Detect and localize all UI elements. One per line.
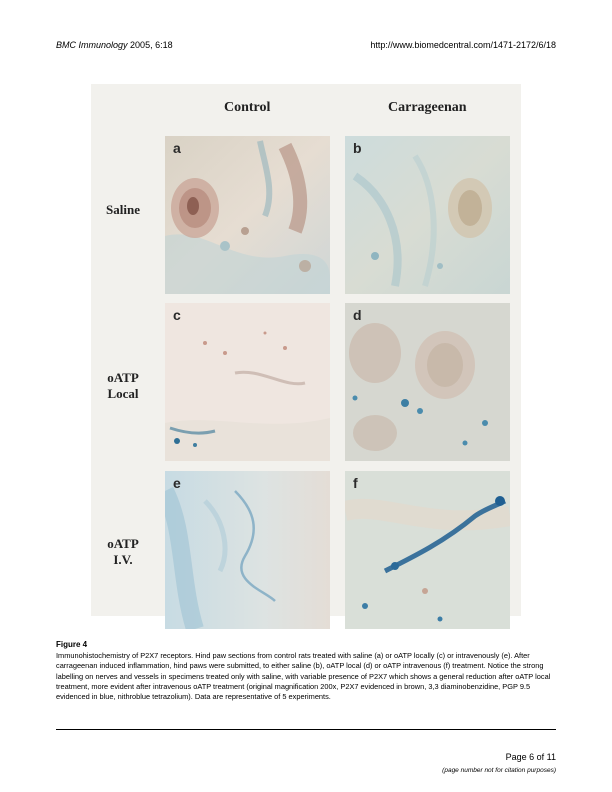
panel-letter-c: c	[173, 307, 181, 323]
panel-letter-f: f	[353, 475, 358, 491]
column-heading-control: Control	[224, 100, 271, 115]
micrograph-panel-a: a	[165, 136, 330, 294]
figure-4-image: Control Carrageenan Saline oATP Local oA…	[91, 84, 521, 629]
figure-caption: Figure 4 Immunohistochemistry of P2X7 re…	[56, 640, 556, 702]
journal-name: BMC Immunology	[56, 40, 128, 50]
journal-citation: 2005, 6:18	[130, 40, 173, 50]
panel-letter-e: e	[173, 475, 181, 491]
caption-rule	[56, 729, 556, 730]
column-heading-carrageenan: Carrageenan	[388, 100, 467, 115]
panel-letter-b: b	[353, 140, 362, 156]
micrograph-panel-e: e	[165, 471, 330, 629]
micrograph-panel-d: d	[345, 303, 510, 461]
micrograph-panel-b: b	[345, 136, 510, 294]
micrograph-panel-f: f	[345, 471, 510, 629]
row-label-oatp-iv: oATP I.V.	[107, 536, 139, 567]
panel-letter-d: d	[353, 307, 362, 323]
page-number: Page 6 of 11	[505, 752, 556, 762]
caption-title: Figure 4	[56, 640, 88, 649]
row-label-oatp-local: oATP Local	[107, 370, 139, 401]
running-header-journal: BMC Immunology 2005, 6:18	[56, 40, 173, 50]
panel-letter-a: a	[173, 140, 181, 156]
micrograph-panel-c: c	[165, 303, 330, 461]
row-label-saline: Saline	[106, 202, 140, 217]
caption-text: Immunohistochemistry of P2X7 receptors. …	[56, 651, 551, 702]
running-header-url[interactable]: http://www.biomedcentral.com/1471-2172/6…	[370, 40, 556, 50]
page-number-note: (page number not for citation purposes)	[442, 767, 556, 774]
